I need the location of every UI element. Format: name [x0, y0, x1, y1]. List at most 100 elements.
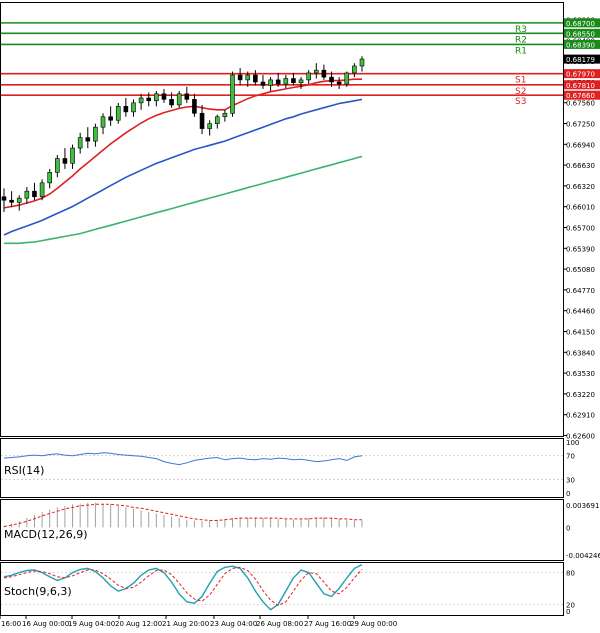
candle-body	[222, 112, 228, 118]
candle-body	[169, 99, 174, 106]
price-tick-label: 0.64150	[566, 329, 595, 337]
stoch-d-line	[3, 566, 363, 607]
candle-body	[176, 93, 182, 106]
level-price-box-s1	[564, 69, 600, 79]
stoch-pane: 80 200 Stoch(9,6,3)	[0, 562, 575, 616]
candle-body	[230, 74, 235, 114]
current-price-label: 0.68179	[566, 56, 595, 64]
candle-body	[245, 74, 251, 81]
candle-body	[77, 137, 83, 149]
candle-body	[70, 147, 75, 164]
level-price-box-s3	[564, 90, 600, 100]
macd-pane: 0.003691 0 -0.004246 MACD(12,26,9)	[0, 499, 600, 561]
level-price-label-s2: 0.67810	[566, 82, 595, 90]
main-price-pane: 0.688000.684900.681790.678700.675600.672…	[0, 2, 600, 441]
candle-body	[291, 78, 296, 83]
price-tick-label: 0.63530	[566, 370, 595, 378]
time-tick-label: 19 Aug 04:00	[68, 620, 115, 628]
macd-frame	[0, 499, 564, 561]
candle-body	[24, 190, 30, 199]
candle-body	[359, 58, 365, 67]
rsi-tick-label: 30	[566, 476, 575, 484]
candle-body	[275, 79, 281, 85]
candle-body	[184, 93, 190, 100]
candle-body	[16, 197, 22, 203]
rsi-tick-label: 100	[566, 439, 579, 447]
candle-body	[161, 93, 167, 100]
macd-tick-label: 0	[566, 524, 570, 532]
candle-body	[260, 81, 266, 86]
rsi-frame	[0, 438, 564, 498]
stoch-frame	[0, 562, 564, 616]
candle-body	[306, 72, 311, 81]
candle-body	[32, 190, 37, 198]
candle-body	[108, 116, 113, 121]
candle-body	[329, 76, 334, 83]
time-tick-label: 16:00	[1, 620, 21, 628]
macd-signal-line	[3, 503, 362, 528]
candle-body	[298, 79, 304, 83]
candle-body	[253, 74, 258, 83]
price-tick-label: 0.64770	[566, 287, 595, 295]
candle-body	[214, 116, 220, 125]
candle-body	[1, 196, 7, 201]
ma-mid-line	[3, 98, 363, 236]
current-price-box	[564, 54, 600, 64]
time-tick-label: 21 Aug 20:00	[162, 620, 209, 628]
candle-body	[62, 158, 68, 164]
ma-slow-line	[4, 155, 363, 245]
level-price-box-r3	[564, 18, 600, 28]
candle-body	[344, 72, 350, 85]
candle-body	[283, 78, 289, 85]
candle-body	[321, 69, 327, 78]
price-tick-label: 0.66320	[566, 183, 595, 191]
candle-body	[192, 99, 197, 114]
macd-tick-label: -0.004246	[566, 552, 600, 560]
level-name-s1: S1	[515, 76, 526, 86]
rsi-label: RSI(14)	[4, 464, 44, 477]
price-tick-label: 0.62600	[566, 433, 595, 441]
candle-body	[131, 102, 136, 113]
level-price-box-r1	[564, 39, 600, 49]
candle-body	[313, 69, 319, 74]
level-price-label-r3: 0.68700	[566, 20, 595, 28]
macd-label: MACD(12,26,9)	[4, 528, 88, 541]
candle-body	[39, 182, 45, 198]
price-tick-label: 0.66940	[566, 141, 595, 149]
candle-body	[55, 158, 60, 173]
candle-body	[237, 74, 243, 81]
candle-body	[138, 97, 144, 104]
price-tick-label: 0.66010	[566, 204, 595, 212]
main-frame	[0, 2, 564, 437]
level-price-box-r2	[564, 28, 600, 38]
candle-body	[123, 106, 129, 113]
price-tick-label: 0.67560	[566, 100, 595, 108]
level-name-s2: S2	[515, 87, 526, 97]
stoch-label: Stoch(9,6,3)	[4, 585, 72, 598]
candle-body	[268, 79, 273, 86]
level-price-label-r2: 0.68550	[566, 30, 595, 38]
stoch-tick-label: 20	[566, 601, 575, 609]
price-tick-label: 0.63220	[566, 391, 595, 399]
candle-body	[9, 199, 14, 203]
price-tick-label: 0.62910	[566, 412, 595, 420]
time-tick-label: 20 Aug 12:00	[115, 620, 162, 628]
stoch-tick-label: 80	[566, 570, 575, 578]
candle-body	[199, 112, 205, 129]
rsi-tick-label: 0	[566, 490, 570, 498]
candle-body	[336, 81, 342, 85]
time-tick-label: 26 Aug 08:00	[256, 620, 303, 628]
price-tick-label: 0.65390	[566, 245, 595, 253]
level-price-label-r1: 0.68390	[566, 41, 595, 49]
candle-body	[100, 116, 106, 128]
stoch-k-line	[3, 563, 363, 611]
candle-body	[146, 97, 152, 102]
candle-body	[47, 172, 53, 184]
candle-body	[85, 137, 91, 142]
rsi-pane: 100 70 30 0 RSI(14)	[0, 438, 579, 498]
level-price-box-s2	[564, 80, 600, 90]
candle-body	[352, 65, 357, 74]
candle-body	[207, 123, 212, 129]
price-tick-label: 0.66630	[566, 162, 595, 170]
level-price-label-s1: 0.67970	[566, 71, 595, 79]
